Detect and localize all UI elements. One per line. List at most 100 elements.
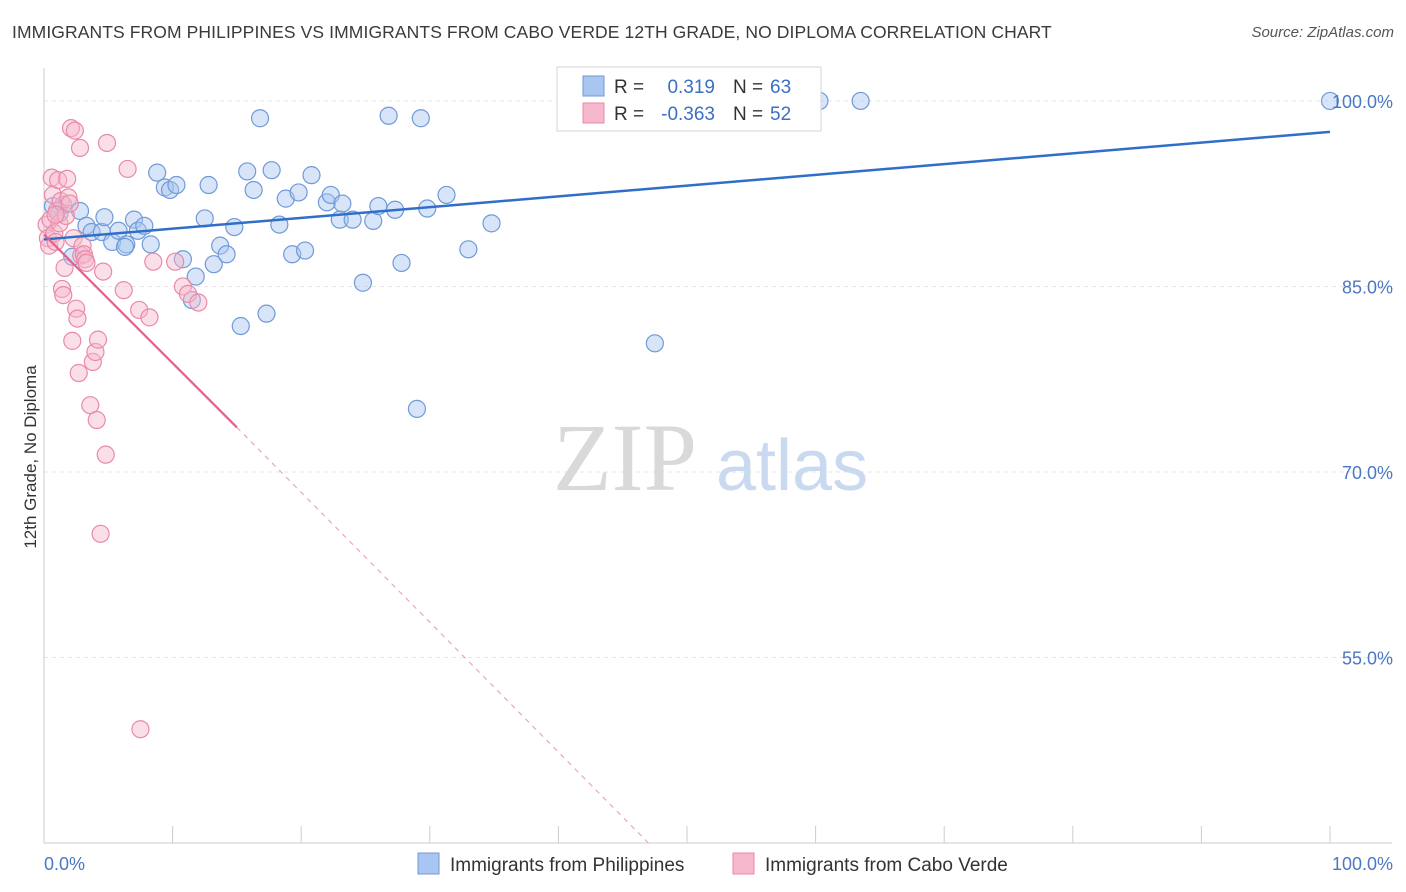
philippines-point-34: [257, 304, 276, 323]
philippines-point-41: [302, 166, 321, 185]
philippines-point-39: [289, 183, 308, 202]
philippines-point-61: [851, 91, 870, 111]
data-points: [37, 91, 1340, 739]
x-tick-labels: 0.0% 100.0%: [44, 854, 1393, 874]
x-tick-label-1: 100.0%: [1332, 854, 1393, 874]
series-legend-swatch-philippines: [417, 852, 440, 875]
cabo-verde-point-35: [87, 410, 106, 430]
y-tick-label-1: 70.0%: [1342, 463, 1393, 483]
series-legend-label-cabo-verde: Immigrants from Cabo Verde: [765, 855, 1008, 876]
cabo-verde-point-31: [77, 253, 96, 273]
philippines-point-54: [411, 109, 430, 128]
axes: [43, 68, 1392, 844]
philippines-point-13: [124, 210, 144, 229]
cabo-verde-point-43: [130, 300, 149, 320]
cabo-verde-point-40: [97, 133, 117, 153]
philippines-point-45: [333, 194, 352, 213]
cabo-verde-point-12: [52, 279, 72, 299]
cabo-verde-point-50: [189, 293, 208, 312]
legend-n-label-2: N =: [733, 104, 763, 125]
cabo-verde-point-7: [46, 232, 65, 252]
philippines-point-10: [109, 221, 128, 240]
watermark: ZIP atlas: [553, 404, 868, 511]
cabo-verde-point-46: [144, 252, 163, 271]
trend-lines: [43, 130, 1331, 844]
stats-legend: R = 0.319 N = 63 R = -0.363 N = 52: [556, 66, 822, 132]
philippines-point-12: [115, 237, 135, 256]
cabo-verde-trend-extension: [236, 427, 649, 844]
chart-title: IMMIGRANTS FROM PHILIPPINES VS IMMIGRANT…: [12, 22, 1052, 42]
philippines-point-16: [141, 235, 160, 254]
y-tick-label-0: 55.0%: [1342, 648, 1393, 668]
chart-source: Source: ZipAtlas.com: [1251, 24, 1394, 41]
philippines-point-20: [167, 175, 186, 195]
cabo-verde-point-20: [63, 331, 82, 350]
legend-r-label-2: R =: [614, 104, 644, 125]
legend-swatch-philippines: [582, 75, 605, 97]
philippines-point-47: [353, 273, 373, 292]
philippines-point-31: [238, 162, 257, 181]
philippines-point-28: [217, 245, 236, 264]
philippines-point-30: [231, 316, 250, 336]
philippines-point-50: [379, 106, 398, 125]
cabo-verde-point-36: [88, 330, 108, 349]
philippines-point-8: [95, 208, 114, 227]
legend-swatch-cabo-verde: [582, 102, 605, 124]
cabo-verde-point-44: [131, 720, 150, 739]
cabo-verde-point-13: [54, 285, 73, 305]
cabo-verde-point-18: [60, 194, 79, 213]
legend-r-value-1: 0.319: [667, 77, 715, 98]
y-axis-label: 12th Grade, No Diploma: [21, 365, 40, 549]
philippines-point-35: [262, 161, 281, 180]
legend-r-label-1: R =: [614, 77, 644, 98]
philippines-point-52: [392, 253, 411, 273]
cabo-verde-point-51: [46, 205, 65, 224]
philippines-point-53: [407, 399, 427, 418]
philippines-point-26: [204, 255, 223, 274]
philippines-point-40: [295, 241, 315, 260]
philippines-point-32: [244, 180, 263, 200]
y-tick-label-2: 85.0%: [1342, 277, 1393, 297]
cabo-verde-point-16: [58, 169, 77, 188]
legend-n-value-1: 63: [770, 77, 791, 98]
philippines-point-57: [459, 240, 478, 259]
philippines-point-56: [437, 185, 456, 205]
cabo-verde-point-47: [166, 252, 185, 271]
x-tick-label-0: 0.0%: [44, 854, 85, 874]
cabo-verde-point-26: [70, 138, 90, 158]
cabo-verde-point-39: [96, 445, 115, 464]
cabo-verde-point-38: [94, 262, 113, 281]
cabo-verde-point-42: [118, 159, 137, 179]
cabo-verde-point-10: [50, 214, 69, 233]
series-legend-swatch-cabo-verde: [732, 852, 755, 875]
philippines-point-62: [1320, 91, 1340, 111]
philippines-point-59: [645, 334, 664, 353]
legend-n-value-2: 52: [770, 104, 791, 125]
philippines-point-25: [199, 175, 218, 195]
cabo-verde-point-37: [91, 524, 110, 543]
philippines-point-58: [482, 214, 501, 233]
series-legend: Immigrants from Philippines Immigrants f…: [417, 852, 1008, 876]
cabo-verde-point-24: [68, 309, 87, 328]
watermark-atlas: atlas: [716, 426, 868, 506]
legend-r-value-2: -0.363: [661, 104, 715, 125]
philippines-point-29: [225, 217, 244, 237]
cabo-verde-point-14: [55, 258, 74, 277]
y-tick-label-3: 100.0%: [1332, 92, 1393, 112]
cabo-verde-trend-line: [43, 233, 238, 429]
watermark-zip: ZIP: [553, 404, 697, 511]
series-legend-label-philippines: Immigrants from Philippines: [450, 855, 684, 876]
philippines-trend-line: [43, 130, 1331, 241]
cabo-verde-point-25: [69, 363, 88, 383]
cabo-verde-point-22: [65, 121, 84, 140]
y-tick-labels: 55.0% 70.0% 85.0% 100.0%: [1332, 92, 1393, 669]
cabo-verde-point-17: [59, 188, 78, 207]
cabo-verde-point-45: [140, 308, 159, 327]
legend-n-label-1: N =: [733, 77, 763, 98]
philippines-point-17: [148, 163, 167, 182]
philippines-point-33: [250, 109, 270, 128]
philippines-point-23: [186, 267, 205, 286]
philippines-point-46: [343, 210, 362, 229]
grid-lines: [44, 100, 1392, 658]
